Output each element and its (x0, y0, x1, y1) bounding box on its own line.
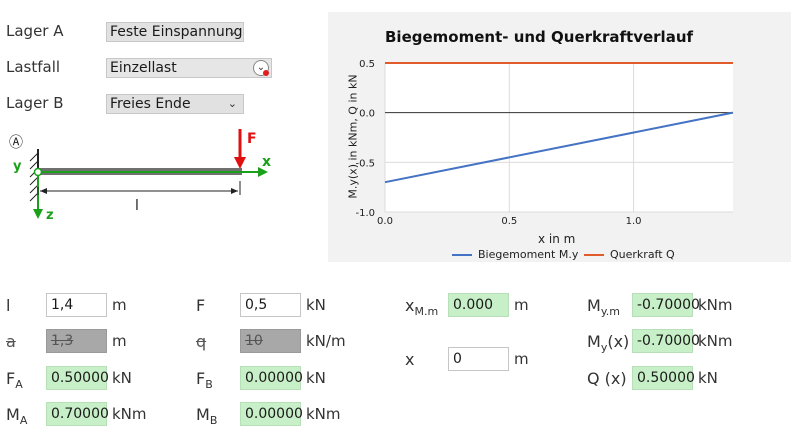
symbol-l: l (6, 296, 11, 315)
y-axis-label: y (13, 159, 22, 174)
lager-a-select[interactable]: Feste Einspannung ⌄ (106, 22, 244, 42)
length-input[interactable]: 1,4 (46, 293, 107, 317)
symbol-mym: My.m (587, 296, 620, 319)
y-tick-label: 0.0 (359, 109, 375, 120)
y-tick-label: -1.0 (355, 208, 375, 219)
lager-b-label: Lager B (6, 94, 64, 112)
y-tick-label: -0.5 (355, 158, 375, 169)
chart-title: Biegemoment- und Querkraftverlauf (385, 28, 694, 46)
length-dimension (37, 181, 241, 195)
mym-result: -0.70000 (632, 293, 700, 317)
lager-b-select[interactable]: Freies Ende ⌄ (106, 94, 244, 114)
lastfall-select[interactable]: Einzellast ⌄ (106, 58, 272, 78)
symbol-mb: MB (196, 405, 218, 428)
length-unit: m (112, 296, 127, 314)
qx-result: 0.50000 (632, 366, 695, 390)
legend-item-biegemoment: Biegemoment M.y (452, 248, 578, 261)
a-input-disabled: 1,3 (46, 329, 107, 353)
legend-swatch (584, 254, 604, 256)
chevron-down-icon: ⌄ (227, 25, 237, 38)
force-unit: kN (306, 296, 326, 314)
fb-result: 0.00000 (240, 366, 303, 390)
x-axis-label: x (262, 154, 271, 170)
fa-unit: kN (112, 369, 132, 387)
q-input-disabled: 10 (240, 329, 301, 353)
symbol-f: F (196, 296, 206, 315)
symbol-x: x (405, 350, 415, 369)
legend-item-querkraft: Querkraft Q (584, 248, 675, 261)
symbol-myx: My(x) (587, 332, 630, 355)
fb-unit: kN (306, 369, 326, 387)
x-position-unit: m (514, 350, 529, 368)
symbol-a: a (6, 332, 16, 351)
biegemoment-m-y-line (384, 111, 734, 184)
x-axis-arrow (38, 167, 268, 177)
myx-result: -0.70000 (632, 329, 700, 353)
support-a-label: Ⓐ (9, 135, 23, 151)
symbol-xmm: xM.m (405, 296, 439, 319)
x-tick-label: 1.0 (626, 216, 642, 227)
chevron-down-icon: ⌄ (227, 97, 237, 110)
chart-x-axis-label: x in m (538, 232, 576, 246)
force-input[interactable]: 0,5 (240, 293, 301, 317)
dropdown-warning-icon: ⌄ (253, 60, 269, 76)
chart-panel: Biegemoment- und Querkraftverlauf M.y(x)… (328, 12, 791, 262)
qx-unit: kN (698, 369, 718, 387)
z-axis-arrow (33, 172, 43, 219)
lastfall-value: Einzellast (110, 60, 177, 76)
x-position-input[interactable]: 0 (448, 347, 509, 371)
ma-result: 0.70000 (46, 402, 109, 426)
lager-b-value: Freies Ende (110, 96, 191, 112)
symbol-qx: Q (x) (587, 369, 627, 388)
origin-marker (33, 167, 43, 177)
q-unit: kN/m (306, 332, 346, 350)
lager-a-label: Lager A (6, 22, 64, 40)
beam-diagram: Ⓐ x z y F l (9, 129, 271, 223)
force-label: F (247, 131, 257, 147)
symbol-fa: FA (6, 369, 23, 392)
myx-unit: kNm (698, 332, 733, 350)
x-tick-label: 0.5 (501, 216, 517, 227)
mb-unit: kNm (306, 405, 341, 423)
fa-result: 0.50000 (46, 366, 109, 390)
plot-area (385, 63, 733, 212)
length-label: l (135, 198, 139, 214)
legend-swatch (452, 254, 472, 256)
symbol-ma: MA (6, 405, 28, 428)
z-axis-label: z (46, 208, 54, 223)
a-unit: m (112, 332, 127, 350)
mym-unit: kNm (698, 296, 733, 314)
ma-unit: kNm (112, 405, 147, 423)
symbol-fb: FB (196, 369, 213, 392)
mb-result: 0.00000 (240, 402, 303, 426)
force-arrow (234, 129, 246, 169)
lager-a-value: Feste Einspannung (110, 24, 243, 40)
xmm-result: 0.000 (448, 293, 509, 317)
x-tick-label: 0.0 (377, 216, 393, 227)
xmm-unit: m (514, 296, 529, 314)
chart-plot: 0.50.0-0.5-1.00.0 0.5 1.0 (355, 59, 734, 227)
y-tick-label: 0.5 (359, 59, 375, 70)
lastfall-label: Lastfall (6, 58, 61, 76)
symbol-q: q (196, 332, 207, 351)
